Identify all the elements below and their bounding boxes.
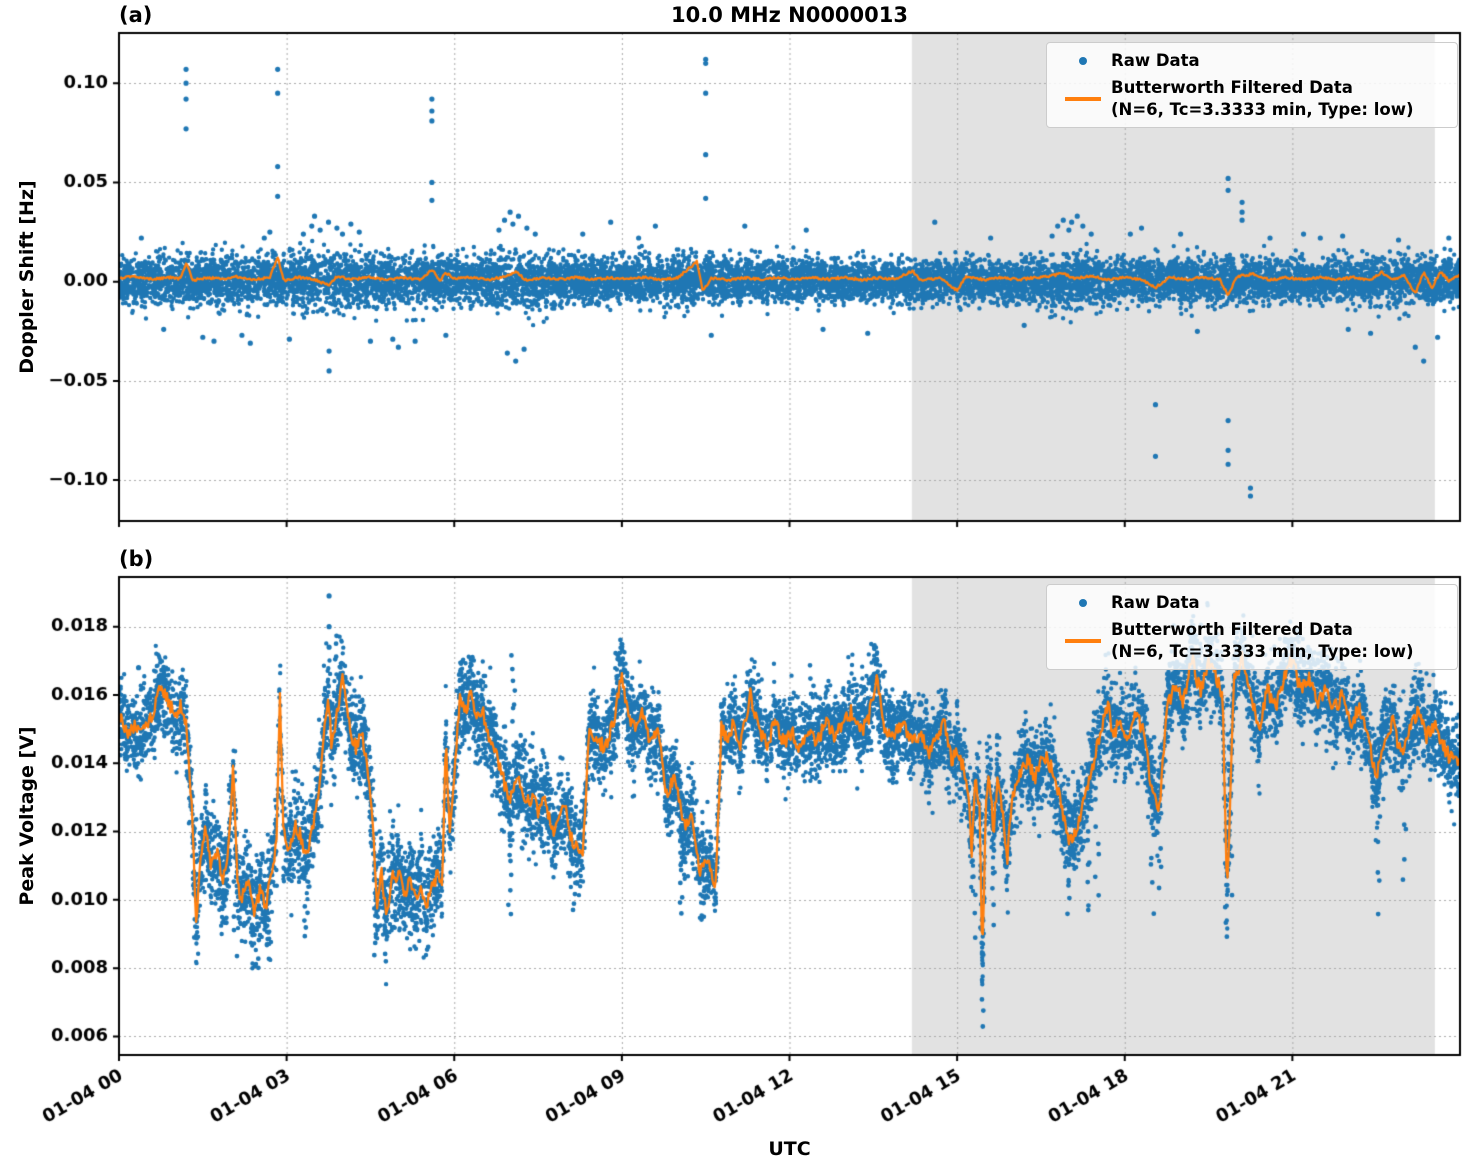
legend-panel-b: Raw Data Butterworth Filtered Data (N=6,… bbox=[1046, 584, 1458, 671]
filtered-line-icon bbox=[1065, 96, 1101, 101]
raw-data-dot-icon bbox=[1079, 56, 1087, 65]
legend-filtered-label-line1: Butterworth Filtered Data bbox=[1111, 620, 1353, 640]
legend-raw-label: Raw Data bbox=[1111, 593, 1200, 612]
legend-filtered-label-line2: (N=6, Tc=3.3333 min, Type: low) bbox=[1111, 99, 1414, 119]
page-title: 10.0 MHz N0000013 bbox=[671, 3, 908, 27]
legend-panel-a: Raw Data Butterworth Filtered Data (N=6,… bbox=[1046, 42, 1458, 129]
legend-raw-entry: Raw Data bbox=[1055, 592, 1447, 613]
legend-filtered-entry: Butterworth Filtered Data (N=6, Tc=3.333… bbox=[1055, 77, 1447, 120]
y-axis-label-b: Peak Voltage [V] bbox=[16, 726, 38, 906]
legend-raw-entry: Raw Data bbox=[1055, 50, 1447, 71]
legend-filtered-entry: Butterworth Filtered Data (N=6, Tc=3.333… bbox=[1055, 619, 1447, 662]
legend-filtered-label-line2: (N=6, Tc=3.3333 min, Type: low) bbox=[1111, 641, 1414, 661]
panel-b-tag: (b) bbox=[119, 547, 154, 571]
legend-raw-label: Raw Data bbox=[1111, 51, 1200, 70]
legend-filtered-label-line1: Butterworth Filtered Data bbox=[1111, 78, 1353, 98]
x-axis-label: UTC bbox=[768, 1138, 811, 1160]
panel-a-tag: (a) bbox=[119, 3, 153, 27]
y-axis-label-a: Doppler Shift [Hz] bbox=[16, 180, 38, 374]
filtered-line-icon bbox=[1065, 638, 1101, 643]
raw-data-dot-icon bbox=[1079, 598, 1087, 607]
